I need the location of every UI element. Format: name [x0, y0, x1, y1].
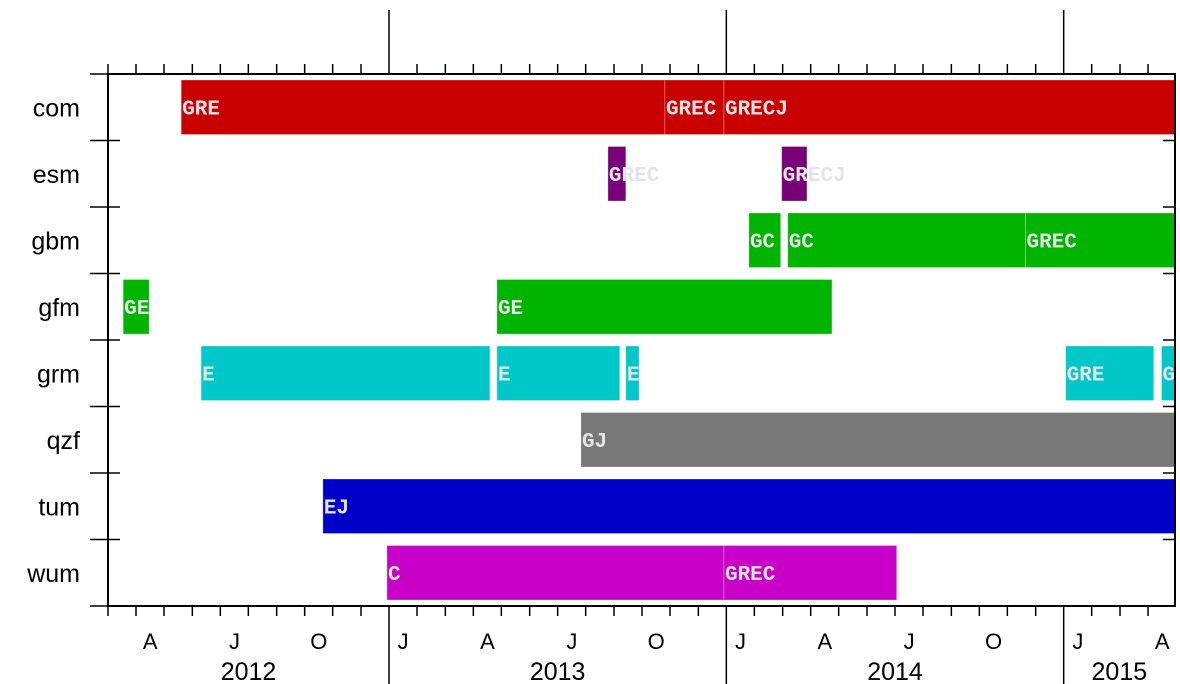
bar-label: G: [1163, 364, 1176, 387]
bar-label: GJ: [582, 431, 607, 454]
bar: [625, 345, 640, 401]
year-label: 2015: [1092, 658, 1148, 684]
bar-label: E: [498, 364, 511, 387]
year-label: 2012: [221, 658, 277, 684]
bar-label: C: [388, 564, 401, 587]
x-tick-label: J: [229, 629, 240, 654]
bar: [781, 146, 808, 202]
bar: [1065, 345, 1155, 401]
x-tick-label: J: [398, 629, 409, 654]
bar: [200, 345, 491, 401]
bar: [1025, 212, 1175, 268]
bar-label: GREC: [666, 98, 717, 121]
x-tick-label: J: [735, 629, 746, 654]
x-tick-label: A: [817, 629, 832, 654]
bar-label: GREC: [725, 564, 776, 587]
bar-label: GRE: [1067, 364, 1105, 387]
y-tick-label: grm: [37, 360, 80, 388]
y-tick-label: wum: [26, 560, 80, 588]
bar-label: GRECJ: [783, 165, 846, 188]
bar-label: EJ: [324, 497, 349, 520]
y-tick-label: qzf: [47, 427, 80, 455]
x-tick-label: O: [310, 629, 327, 654]
y-tick-label: gfm: [38, 294, 80, 322]
bar-label: E: [627, 364, 640, 387]
y-tick-label: tum: [38, 493, 80, 521]
bar: [496, 345, 621, 401]
x-tick-label: J: [566, 629, 577, 654]
x-tick-label: A: [480, 629, 495, 654]
x-tick-label: J: [904, 629, 915, 654]
year-label: 2013: [530, 658, 586, 684]
bar: [748, 212, 782, 268]
bar: [122, 279, 150, 335]
bar: [386, 545, 725, 601]
bar: [723, 79, 1175, 135]
bar: [496, 279, 833, 335]
bar: [607, 146, 627, 202]
x-tick-label: A: [1155, 629, 1170, 654]
x-tick-label: A: [143, 629, 158, 654]
bar-label: GREC: [1027, 231, 1078, 254]
bar-label: GC: [750, 231, 776, 254]
x-tick-label: O: [648, 629, 665, 654]
bar: [322, 478, 1175, 534]
year-label: 2014: [867, 658, 923, 684]
bar: [723, 545, 898, 601]
y-tick-label: com: [33, 94, 80, 122]
y-tick-label: esm: [33, 161, 80, 189]
x-tick-label: O: [985, 629, 1002, 654]
bar: [664, 79, 725, 135]
bar-label: GRE: [182, 98, 220, 121]
bar: [180, 79, 666, 135]
bar-label: E: [202, 364, 215, 387]
bar-label: GRECJ: [725, 98, 788, 121]
bar: [580, 412, 1175, 468]
bar-label: GE: [124, 298, 149, 321]
bar-label: GREC: [609, 165, 660, 188]
bar: [787, 212, 1026, 268]
bar-label: GC: [789, 231, 815, 254]
y-tick-label: gbm: [31, 227, 80, 255]
bar-label: GE: [498, 298, 523, 321]
x-tick-label: J: [1072, 629, 1083, 654]
